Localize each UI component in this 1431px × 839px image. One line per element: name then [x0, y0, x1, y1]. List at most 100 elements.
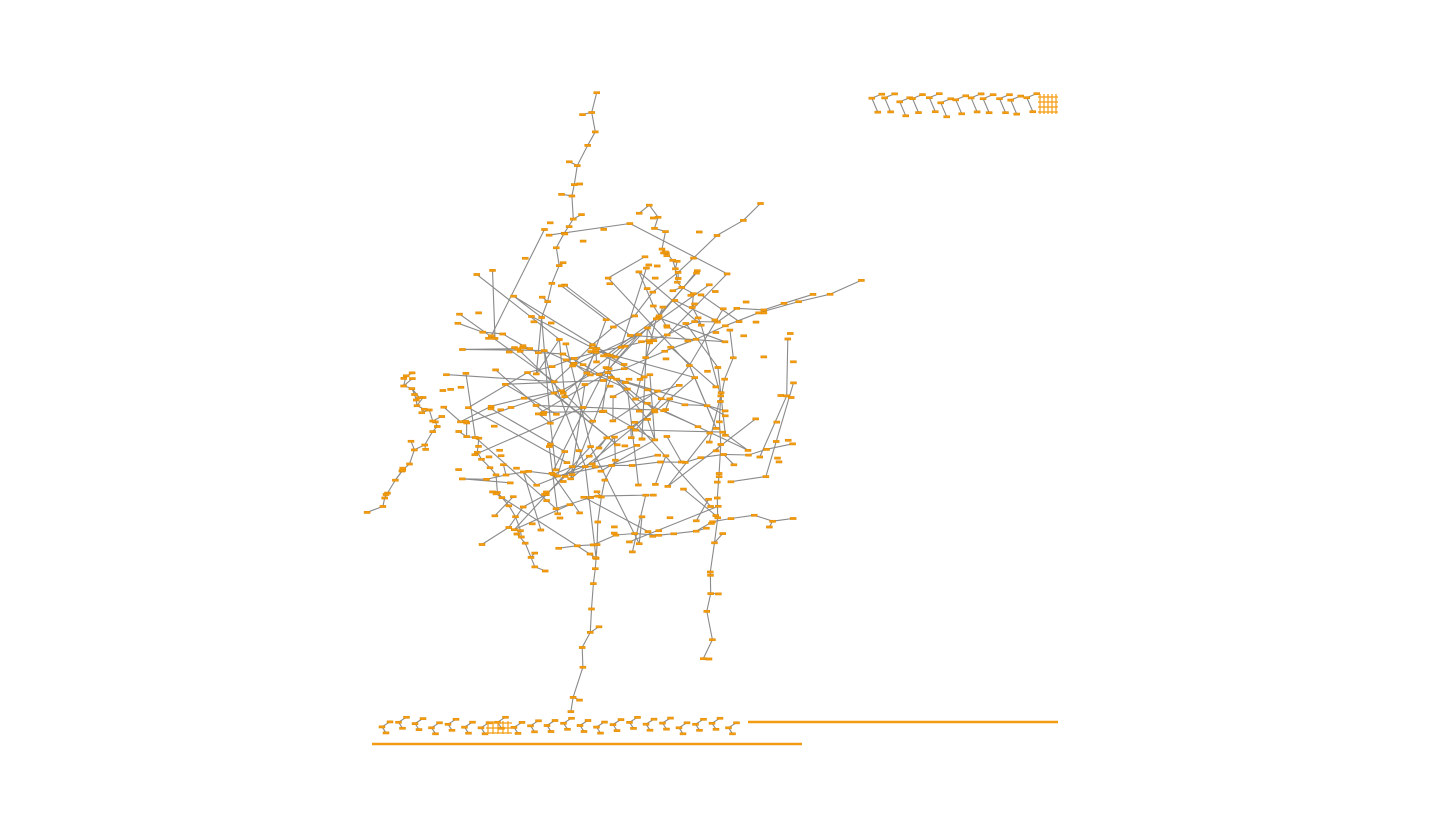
graph-node: [700, 717, 707, 721]
graph-node: [659, 721, 666, 725]
graph-node: [520, 396, 528, 400]
graph-edge: [718, 444, 722, 474]
graph-node: [707, 505, 714, 508]
graph-node: [1029, 110, 1037, 114]
graph-node: [745, 453, 752, 457]
graph-node: [996, 97, 1003, 101]
graph-edge: [607, 277, 690, 366]
graph-node: [774, 456, 781, 460]
graph-edge: [608, 334, 639, 370]
graph-edge: [763, 302, 785, 311]
graph-node: [631, 314, 638, 318]
graph-edge: [759, 395, 788, 458]
graph-edge: [629, 223, 728, 275]
graph-node: [643, 266, 650, 270]
graph-edge: [685, 323, 719, 368]
graph-node: [607, 376, 615, 379]
graph-edge: [661, 398, 686, 406]
graph-edge: [700, 324, 722, 396]
graph-edge: [783, 293, 814, 304]
graph-node: [773, 420, 781, 424]
graph-node: [413, 404, 421, 408]
graph-node: [721, 409, 729, 413]
graph-node: [521, 541, 529, 545]
graph-node: [578, 213, 585, 216]
graph-node: [513, 466, 520, 470]
graph-node: [448, 728, 456, 732]
graph-node: [583, 371, 590, 375]
graph-node: [703, 526, 710, 530]
graph-node: [502, 383, 509, 386]
graph-node: [663, 727, 670, 731]
graph-node: [1006, 93, 1013, 97]
graph-node: [973, 110, 981, 114]
graph-node: [644, 418, 651, 421]
graph-node: [655, 314, 663, 318]
graph-edge: [576, 145, 589, 166]
graph-node: [696, 728, 703, 732]
graph-edge: [565, 343, 592, 447]
graph-node: [551, 380, 558, 384]
graph-edge: [494, 496, 514, 517]
graph-node: [644, 388, 651, 392]
graph-node: [878, 92, 886, 96]
graph-node: [652, 483, 659, 486]
graph-node: [635, 483, 642, 487]
graph-node: [402, 374, 410, 378]
graph-node: [625, 377, 633, 381]
graph-node: [608, 464, 615, 467]
graph-node: [937, 101, 944, 105]
graph-node: [587, 631, 594, 634]
graph-node: [689, 306, 696, 309]
graph-node: [579, 363, 587, 367]
graph-node: [1017, 94, 1024, 98]
graph-node: [706, 283, 713, 287]
graph-node: [519, 505, 527, 509]
graph-nodes: [363, 91, 865, 713]
graph-node: [631, 420, 639, 424]
graph-node: [429, 419, 436, 423]
graph-node: [455, 468, 462, 471]
graph-node: [600, 409, 608, 413]
graph-node: [524, 371, 531, 374]
graph-node: [429, 430, 436, 433]
graph-edge: [457, 322, 483, 333]
graph-node: [574, 544, 581, 548]
graph-node: [576, 724, 584, 727]
graph-edge: [716, 219, 744, 236]
graph-node: [540, 411, 548, 414]
graph-edge: [590, 446, 640, 544]
graph-node: [725, 726, 732, 730]
graph-node: [881, 96, 888, 100]
graph-node: [687, 293, 695, 297]
graph-node: [633, 444, 641, 447]
graph-node: [593, 725, 600, 729]
graph-edge: [564, 455, 590, 477]
graph-node: [543, 499, 550, 502]
graph-node: [915, 111, 922, 114]
graph-node: [507, 481, 514, 485]
graph-edge: [505, 383, 557, 415]
graph-node: [492, 492, 500, 496]
graph-edge: [674, 299, 716, 321]
graph-node: [500, 463, 507, 467]
graph-node: [477, 726, 485, 730]
graph-node: [662, 250, 669, 254]
graph-edge: [673, 530, 697, 535]
graph-edge: [649, 374, 656, 440]
graph-node: [717, 443, 725, 446]
graph-edge: [645, 273, 728, 358]
graph-node: [411, 393, 418, 396]
graph-node: [691, 302, 698, 306]
graph-node: [720, 453, 727, 456]
graph-node: [760, 308, 768, 312]
graph-edge: [574, 351, 597, 359]
graph-node: [566, 160, 573, 164]
graph-node: [789, 517, 797, 520]
graph-edge: [664, 338, 697, 352]
graph-edge: [460, 405, 492, 423]
graph-node: [650, 304, 657, 308]
graph-node: [492, 368, 499, 372]
graph-node: [712, 727, 720, 731]
graph-node: [541, 569, 549, 573]
